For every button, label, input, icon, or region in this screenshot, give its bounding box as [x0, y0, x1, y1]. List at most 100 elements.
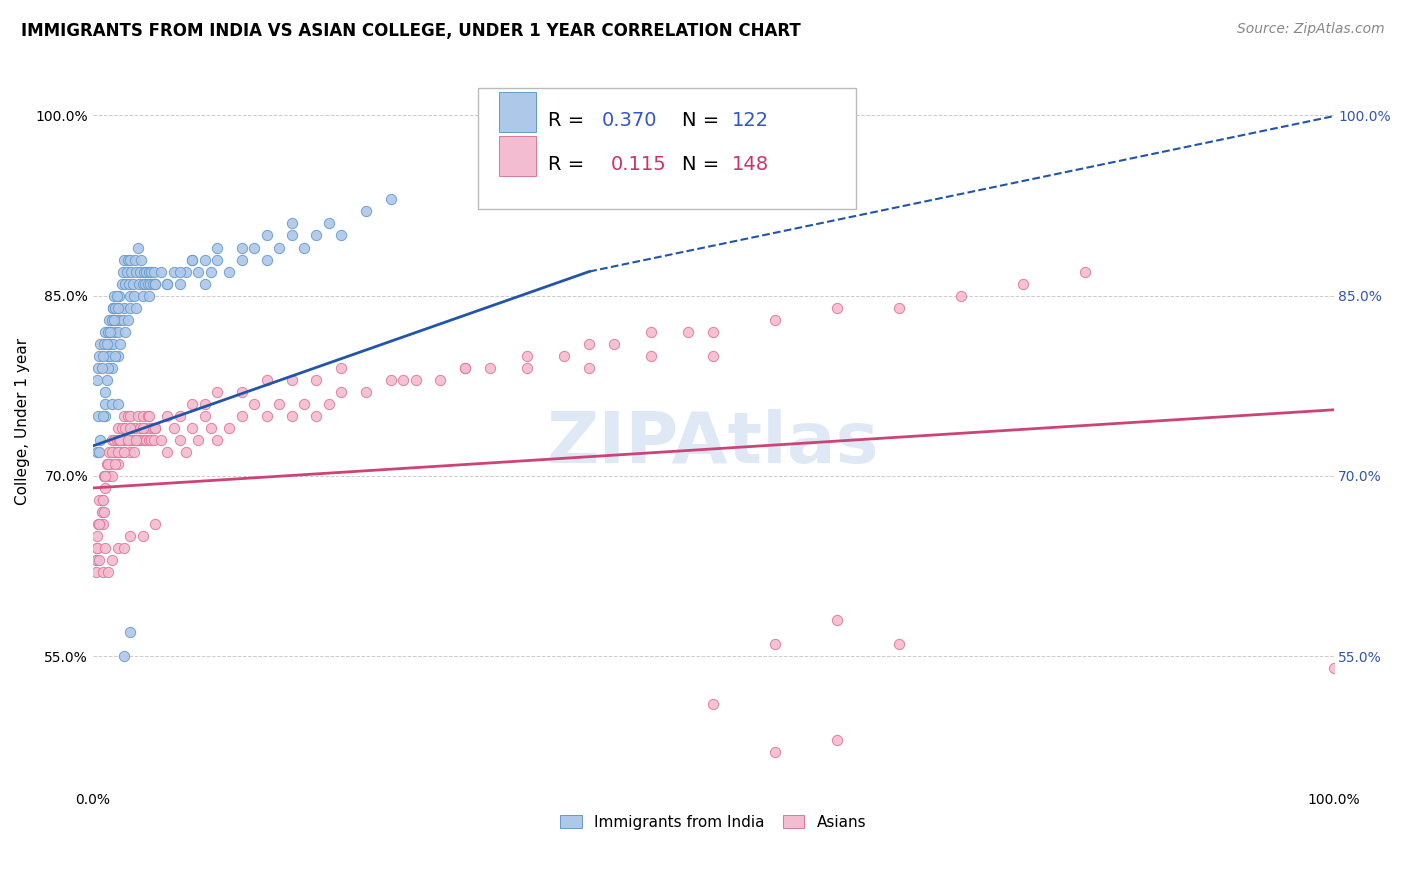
Text: 148: 148: [733, 154, 769, 174]
FancyBboxPatch shape: [499, 92, 536, 132]
Point: [112, 649, 135, 664]
Point: [104, 457, 127, 471]
Point: [194, 409, 217, 423]
Point: [89, 433, 111, 447]
Point: [1074, 264, 1097, 278]
Point: [702, 698, 724, 712]
Point: [138, 433, 160, 447]
Point: [107, 349, 129, 363]
Text: IMMIGRANTS FROM INDIA VS ASIAN COLLEGE, UNDER 1 YEAR CORRELATION CHART: IMMIGRANTS FROM INDIA VS ASIAN COLLEGE, …: [21, 22, 801, 40]
Point: [330, 228, 353, 243]
Point: [112, 252, 135, 267]
Text: N =: N =: [682, 154, 725, 174]
Point: [678, 325, 700, 339]
Point: [194, 397, 217, 411]
Point: [243, 397, 266, 411]
Point: [108, 433, 131, 447]
Point: [117, 433, 139, 447]
Point: [169, 277, 191, 291]
Point: [100, 469, 122, 483]
Point: [763, 312, 786, 326]
Point: [194, 252, 217, 267]
Point: [181, 397, 204, 411]
Point: [163, 421, 186, 435]
Point: [174, 445, 197, 459]
Point: [100, 325, 122, 339]
Point: [118, 277, 141, 291]
Point: [702, 325, 724, 339]
Point: [104, 349, 127, 363]
Point: [112, 445, 135, 459]
Point: [107, 457, 129, 471]
Text: 122: 122: [733, 111, 769, 129]
Point: [127, 409, 149, 423]
Point: [98, 445, 121, 459]
Point: [139, 277, 162, 291]
Point: [194, 277, 217, 291]
Point: [104, 301, 127, 315]
Point: [104, 445, 127, 459]
Point: [125, 264, 148, 278]
Point: [305, 409, 328, 423]
Point: [111, 312, 134, 326]
Point: [107, 301, 129, 315]
Text: R =: R =: [548, 154, 598, 174]
Point: [107, 301, 129, 315]
Point: [100, 360, 122, 375]
Point: [640, 349, 662, 363]
Point: [121, 421, 143, 435]
Point: [231, 240, 253, 254]
Point: [156, 445, 179, 459]
Point: [93, 336, 115, 351]
Point: [174, 264, 197, 278]
Point: [94, 481, 117, 495]
Point: [231, 252, 253, 267]
Point: [117, 409, 139, 423]
Point: [112, 301, 135, 315]
Point: [101, 301, 124, 315]
Point: [143, 421, 166, 435]
Point: [181, 421, 204, 435]
Point: [91, 565, 114, 579]
Point: [87, 516, 110, 531]
Point: [603, 336, 626, 351]
Point: [103, 433, 125, 447]
Point: [305, 228, 328, 243]
Point: [392, 373, 415, 387]
Point: [218, 421, 240, 435]
Point: [103, 312, 125, 326]
Point: [143, 516, 166, 531]
Point: [169, 409, 191, 423]
Point: [86, 541, 108, 555]
Point: [120, 288, 142, 302]
Point: [100, 433, 122, 447]
Point: [118, 433, 141, 447]
Point: [107, 325, 129, 339]
Point: [640, 325, 662, 339]
Point: [187, 264, 209, 278]
Point: [218, 264, 240, 278]
Point: [129, 264, 152, 278]
Point: [91, 409, 114, 423]
Point: [100, 349, 122, 363]
Point: [98, 312, 121, 326]
Point: [86, 529, 108, 543]
Point: [125, 301, 148, 315]
Point: [89, 336, 111, 351]
Point: [205, 240, 228, 254]
Point: [516, 349, 538, 363]
Point: [181, 252, 204, 267]
Point: [827, 301, 849, 315]
Point: [86, 541, 108, 555]
Point: [97, 349, 120, 363]
Point: [142, 421, 165, 435]
Point: [136, 409, 159, 423]
Point: [200, 421, 222, 435]
Point: [94, 469, 117, 483]
Point: [121, 264, 143, 278]
Point: [143, 277, 166, 291]
Point: [98, 336, 121, 351]
Point: [205, 252, 228, 267]
Point: [96, 457, 118, 471]
Point: [134, 277, 156, 291]
